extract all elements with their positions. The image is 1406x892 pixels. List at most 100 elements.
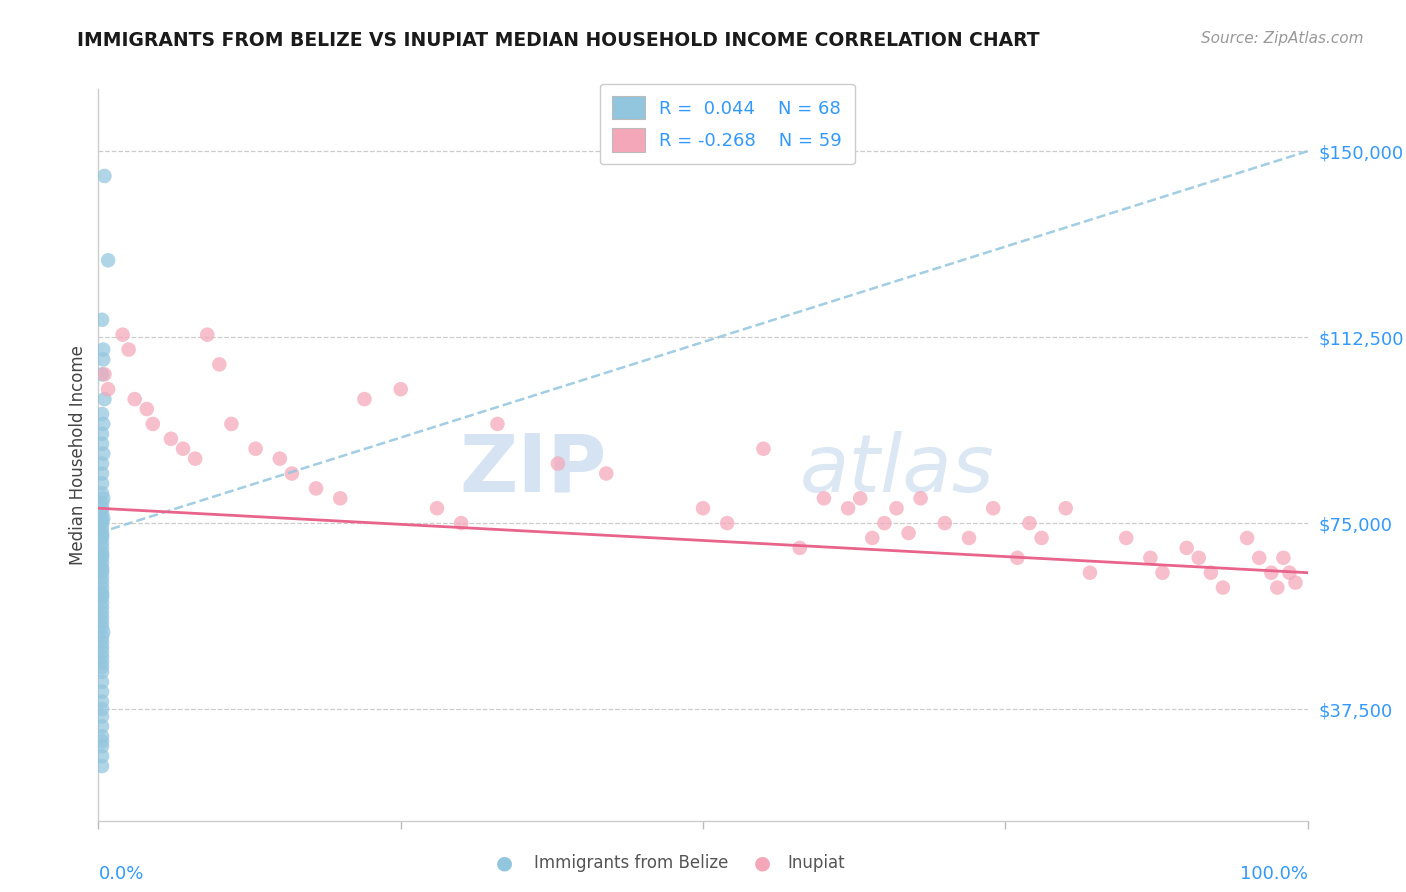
Point — [269, 451, 291, 466]
Point — [91, 575, 114, 590]
Point — [91, 556, 114, 570]
Point — [91, 486, 114, 500]
Point — [547, 457, 569, 471]
Point — [981, 501, 1004, 516]
Point — [91, 536, 114, 550]
Point — [91, 588, 114, 602]
Point — [160, 432, 183, 446]
Point — [91, 514, 114, 528]
Point — [450, 516, 472, 530]
Point — [873, 516, 896, 530]
Point — [91, 645, 114, 659]
Point — [91, 343, 114, 357]
Point — [1139, 550, 1161, 565]
Point — [93, 368, 115, 382]
Point — [849, 491, 872, 506]
Point — [752, 442, 775, 456]
Point — [91, 407, 114, 421]
Point — [860, 531, 883, 545]
Point — [1175, 541, 1198, 555]
Point — [91, 729, 114, 743]
Point — [91, 695, 114, 709]
Point — [142, 417, 165, 431]
Point — [91, 549, 114, 563]
Point — [124, 392, 146, 406]
Point — [91, 560, 114, 574]
Point — [837, 501, 859, 516]
Point — [91, 368, 114, 382]
Point — [789, 541, 811, 555]
Point — [91, 447, 114, 461]
Point — [97, 382, 120, 396]
Text: ●: ● — [754, 854, 770, 873]
Point — [91, 526, 114, 541]
Point — [305, 482, 328, 496]
Text: Inupiat: Inupiat — [787, 855, 845, 872]
Point — [118, 343, 141, 357]
Point — [1115, 531, 1137, 545]
Point — [97, 253, 120, 268]
Point — [1278, 566, 1301, 580]
Point — [1018, 516, 1040, 530]
Point — [91, 566, 114, 580]
Point — [91, 759, 114, 773]
Point — [91, 531, 114, 545]
Point — [135, 402, 157, 417]
Text: IMMIGRANTS FROM BELIZE VS INUPIAT MEDIAN HOUSEHOLD INCOME CORRELATION CHART: IMMIGRANTS FROM BELIZE VS INUPIAT MEDIAN… — [77, 31, 1040, 50]
Point — [716, 516, 738, 530]
Point — [813, 491, 835, 506]
Point — [91, 600, 114, 615]
Point — [91, 436, 114, 450]
Text: ●: ● — [496, 854, 513, 873]
Text: 0.0%: 0.0% — [98, 865, 143, 883]
Point — [91, 630, 114, 644]
Point — [1054, 501, 1077, 516]
Point — [91, 506, 114, 520]
Point — [91, 476, 114, 491]
Point — [91, 749, 114, 764]
Point — [91, 511, 114, 525]
Point — [245, 442, 267, 456]
Point — [91, 709, 114, 723]
Point — [91, 595, 114, 609]
Point — [1260, 566, 1282, 580]
Point — [91, 640, 114, 654]
Point — [91, 501, 114, 516]
Text: atlas: atlas — [800, 431, 994, 508]
Point — [91, 496, 114, 510]
Point — [91, 550, 114, 565]
Point — [281, 467, 304, 481]
Point — [897, 526, 920, 541]
Point — [1188, 550, 1211, 565]
Point — [91, 457, 114, 471]
Y-axis label: Median Household Income: Median Household Income — [69, 345, 87, 565]
Point — [389, 382, 412, 396]
Point — [595, 467, 617, 481]
Point — [221, 417, 243, 431]
Point — [91, 352, 114, 367]
Point — [91, 581, 114, 595]
Point — [91, 625, 114, 640]
Point — [1199, 566, 1222, 580]
Point — [353, 392, 375, 406]
Point — [91, 615, 114, 630]
Point — [91, 563, 114, 577]
Point — [1267, 581, 1289, 595]
Point — [91, 491, 114, 506]
Point — [91, 655, 114, 669]
Point — [426, 501, 449, 516]
Point — [1007, 550, 1029, 565]
Point — [91, 426, 114, 441]
Point — [184, 451, 207, 466]
Text: Source: ZipAtlas.com: Source: ZipAtlas.com — [1201, 31, 1364, 46]
Point — [91, 650, 114, 665]
Point — [91, 417, 114, 431]
Point — [91, 660, 114, 674]
Point — [91, 610, 114, 624]
Point — [91, 585, 114, 599]
Point — [91, 719, 114, 733]
Point — [91, 734, 114, 748]
Point — [1272, 550, 1295, 565]
Point — [91, 571, 114, 585]
Point — [91, 546, 114, 560]
